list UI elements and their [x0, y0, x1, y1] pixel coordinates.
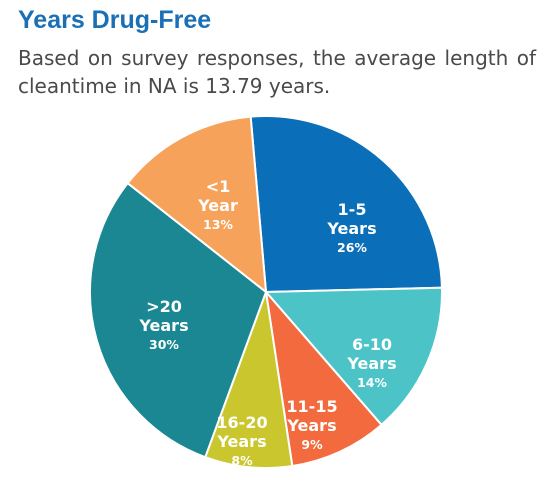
slice-label-5: <1 Year 13%: [197, 177, 238, 232]
pie-slice-1: [263, 286, 443, 427]
slice-label-4: >20 Years 30%: [138, 297, 188, 352]
pie-slice-4: [89, 181, 268, 459]
pie-slice-0: [249, 115, 443, 294]
slice-label-2: 11-15 Years 9%: [286, 397, 337, 452]
pie-slice-3: [203, 291, 294, 469]
pie-slice-5: [126, 115, 268, 295]
slice-label-0: 1-5 Years 26%: [326, 200, 376, 255]
slice-label-3: 16-20 Years 8%: [216, 413, 267, 468]
slice-label-1: 6-10 Years 14%: [346, 335, 396, 390]
chart-subtitle: Based on survey responses, the average l…: [18, 46, 536, 98]
pie-slice-2: [264, 288, 383, 468]
chart-title: Years Drug-Free: [18, 6, 212, 34]
